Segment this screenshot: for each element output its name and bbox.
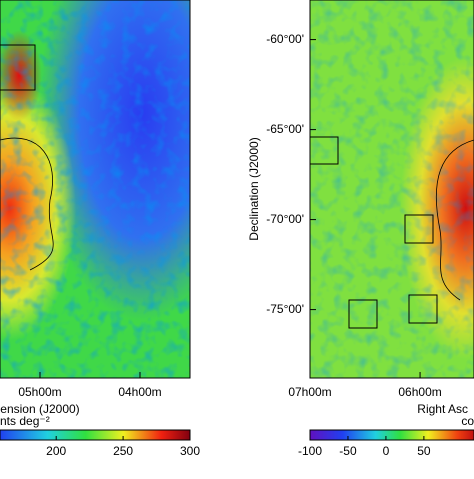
y-tick-label: -60°00' [266, 32, 304, 46]
x-tick-label: 06h00m [398, 385, 441, 399]
y-tick-label: -75°00' [266, 302, 304, 316]
colorbar-tick-label: -100 [298, 444, 322, 458]
y-tick-label: -65°00' [266, 122, 304, 136]
x-axis-label: Right Asc [417, 402, 468, 416]
colorbar-tick-label: 250 [113, 444, 133, 458]
colorbar-tick-label: 0 [383, 444, 390, 458]
map-right [309, 0, 474, 379]
colorbar-label: nts deg⁻² [0, 414, 50, 428]
x-tick-label: 04h00m [118, 385, 161, 399]
colorbar-tick-label: 200 [46, 444, 66, 458]
colorbar-left [0, 429, 191, 441]
y-tick-label: -70°00' [266, 212, 304, 226]
colorbar-tick-label: 50 [417, 444, 431, 458]
map-left [0, 0, 191, 379]
colorbar-label: co [461, 414, 474, 428]
x-tick-label: 07h00m [288, 385, 331, 399]
colorbar-tick-label: -50 [339, 444, 357, 458]
x-axis-label: ension (J2000) [0, 402, 79, 416]
colorbar-right [309, 429, 474, 441]
colorbar-tick-label: 300 [180, 444, 200, 458]
y-axis-label: Declination (J2000) [247, 137, 261, 240]
x-tick-label: 05h00m [18, 385, 61, 399]
